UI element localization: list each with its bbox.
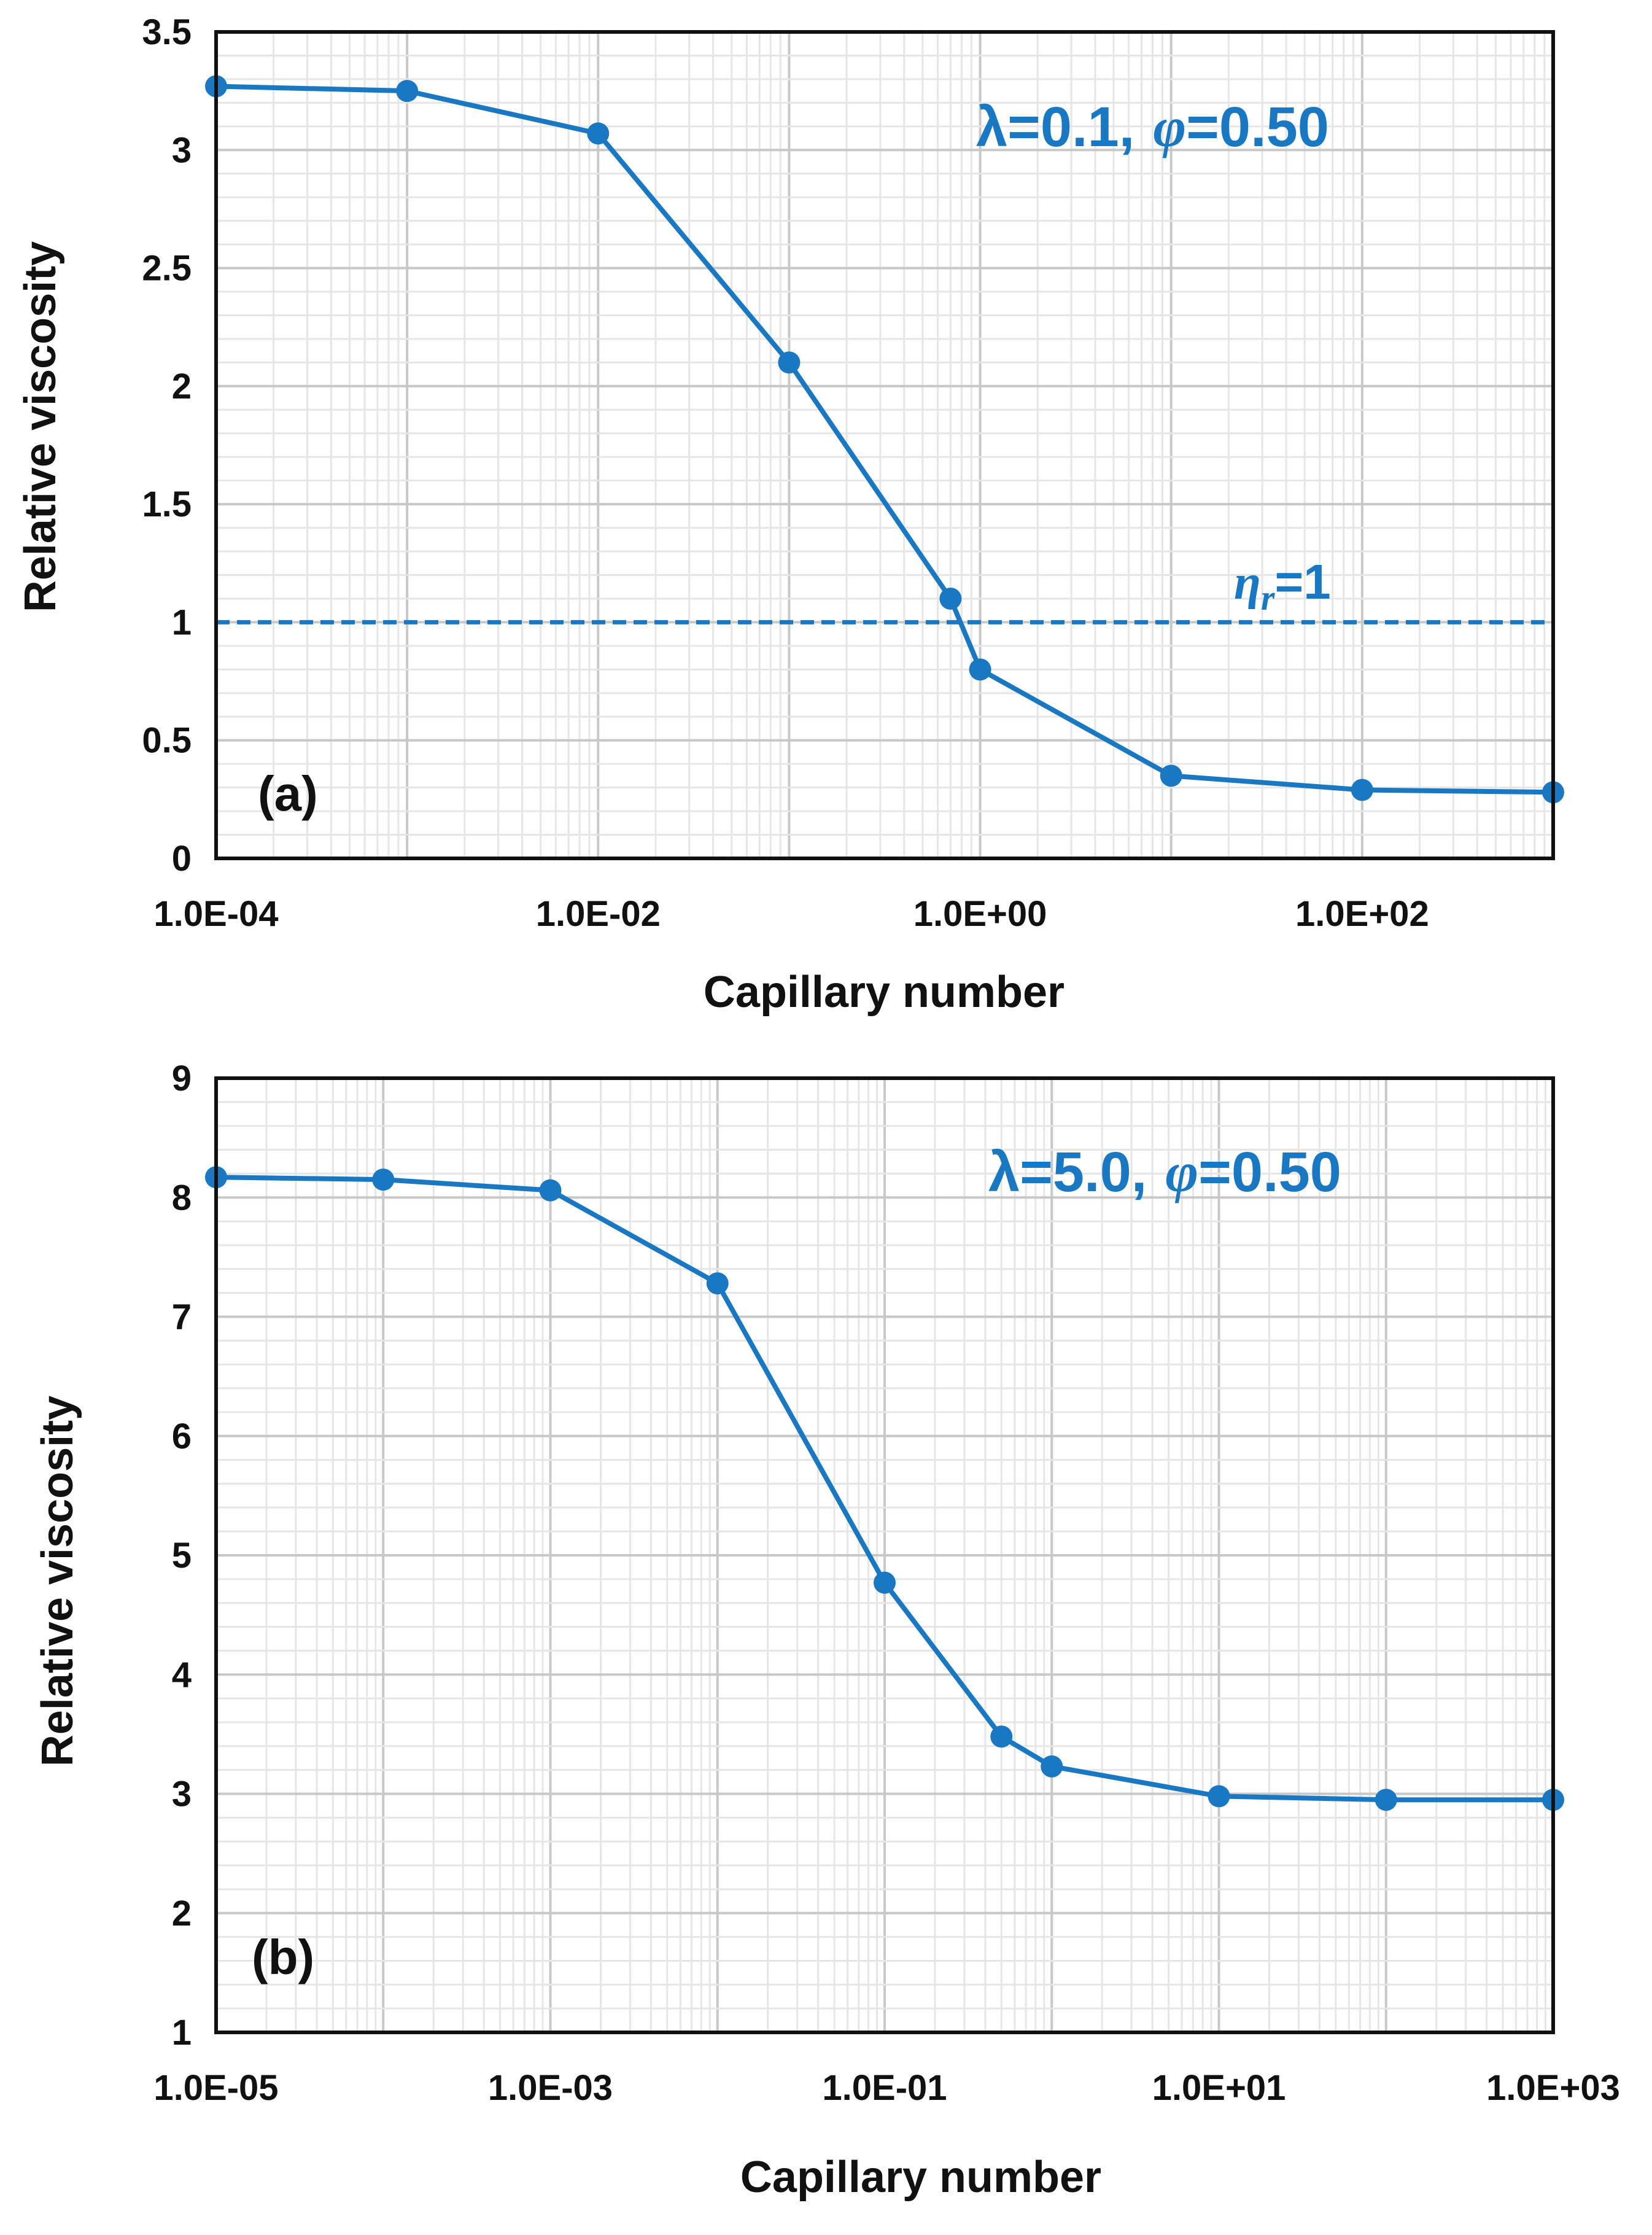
- chart-b-data-point: [1375, 1789, 1397, 1811]
- chart-a-lambda-text: λ=0.1,: [976, 96, 1134, 158]
- chart-a-y-tick-label: 1.5: [142, 484, 192, 524]
- chart-a-y-tick-label: 0: [172, 839, 192, 879]
- chart-a-y-tick-label: 3.5: [142, 12, 192, 52]
- chart-b-x-axis-title: Capillary number: [740, 2153, 1101, 2202]
- chart-b-x-tick-labels: 1.0E-05 1.0E-03 1.0E-01 1.0E+01 1.0E+03: [153, 2068, 1619, 2108]
- chart-a-phi-value: =0.50: [1186, 96, 1329, 158]
- chart-b-data-point: [874, 1571, 896, 1594]
- chart-b-grid: [215, 1077, 1554, 2034]
- chart-b-series-line: [215, 1175, 1553, 1803]
- chart-a-plot-frame: [214, 30, 1555, 860]
- chart-a-panel-label: (a): [258, 766, 318, 821]
- chart-b-y-axis-title: Relative viscosity: [33, 1396, 82, 1767]
- chart-a-y-tick-label: 3: [172, 130, 192, 170]
- chart-b-y-tick-label: 7: [172, 1297, 192, 1337]
- chart-a-eta-value: =1: [1274, 554, 1330, 609]
- chart-b-y-tick-label: 3: [172, 1774, 192, 1814]
- chart-a-x-axis-title: Capillary number: [704, 968, 1064, 1017]
- chart-b-x-tick-label: 1.0E+01: [1152, 2068, 1286, 2108]
- chart-b-y-tick-label: 5: [172, 1536, 192, 1576]
- chart-b-plot-frame: [214, 1076, 1555, 2034]
- chart-b-series-layer: [205, 1166, 1564, 1811]
- chart-a-y-axis-title: Relative viscosity: [16, 241, 65, 612]
- chart-a-y-tick-labels: 0 0.5 1 1.5 2 2.5 3 3.5: [142, 12, 192, 879]
- chart-a: 00.511.522.533.5 1.0E-04 1.0E-02 1.0E+00 1.…: [0, 0, 1652, 1044]
- chart-b-x-tick-label: 1.0E-03: [488, 2068, 613, 2108]
- chart-a-data-point: [939, 587, 962, 610]
- chart-b-data-point: [1208, 1785, 1230, 1808]
- chart-b-lambda-text: λ=5.0,: [988, 1141, 1147, 1203]
- chart-b-y-tick-label: 4: [172, 1655, 192, 1695]
- chart-a-y-tick-label: 2: [172, 367, 192, 406]
- chart-b-y-tick-label: 2: [172, 1894, 192, 1934]
- chart-a-phi-symbol: φ: [1153, 96, 1186, 158]
- chart-a-x-tick-label: 1.0E-04: [153, 894, 278, 934]
- chart-a-x-tick-label: 1.0E+02: [1295, 894, 1429, 934]
- chart-a-y-tick-label: 0.5: [142, 721, 192, 761]
- chart-a-data-point: [587, 122, 610, 145]
- chart-a-y-tick-label: 2.5: [142, 249, 192, 289]
- chart-b-phi-symbol: φ: [1165, 1141, 1198, 1203]
- chart-b-data-point: [1041, 1755, 1063, 1778]
- chart-a-eta-symbol: η: [1234, 556, 1261, 610]
- chart-b-data-point: [372, 1168, 395, 1191]
- chart-a-parameter-annotation: λ=0.1, φ=0.50: [976, 96, 1329, 158]
- chart-a-x-tick-label: 1.0E-02: [536, 894, 661, 934]
- chart-b-phi-value: =0.50: [1198, 1141, 1341, 1203]
- chart-a-eta-subscript: r: [1261, 578, 1275, 618]
- chart-a-data-point: [1351, 779, 1373, 801]
- chart-b-y-tick-label: 1: [172, 2013, 192, 2053]
- chart-b-x-tick-label: 1.0E-01: [822, 2068, 947, 2108]
- chart-b-y-tick-label: 9: [172, 1059, 192, 1098]
- chart-b-parameter-annotation: λ=5.0, φ=0.50: [988, 1141, 1341, 1203]
- chart-b-panel-label: (b): [252, 1930, 314, 1984]
- chart-a-data-point: [396, 80, 419, 103]
- chart-b-data-point: [706, 1272, 729, 1295]
- chart-b-x-tick-label: 1.0E-05: [153, 2068, 278, 2108]
- chart-a-x-tick-label: 1.0E+00: [913, 894, 1047, 934]
- chart-a-reference-line-label: ηr=1: [1234, 554, 1331, 618]
- chart-b-y-tick-label: 8: [172, 1178, 192, 1218]
- chart-b-data-point: [990, 1725, 1013, 1748]
- chart-b-x-tick-label: 1.0E+03: [1486, 2068, 1620, 2108]
- chart-a-y-tick-label: 1: [172, 602, 192, 642]
- chart-a-data-point: [778, 351, 801, 374]
- chart-a-x-tick-labels: 1.0E-04 1.0E-02 1.0E+00 1.0E+02: [153, 894, 1429, 934]
- chart-a-series-layer: [205, 75, 1564, 804]
- chart-b-y-tick-labels: 1 2 3 4 5 6 7 8 9: [172, 1059, 192, 2053]
- chart-a-data-point: [1160, 764, 1182, 787]
- chart-a-data-point: [969, 658, 991, 681]
- chart-b-y-tick-label: 6: [172, 1417, 192, 1456]
- chart-b-data-point: [539, 1179, 562, 1202]
